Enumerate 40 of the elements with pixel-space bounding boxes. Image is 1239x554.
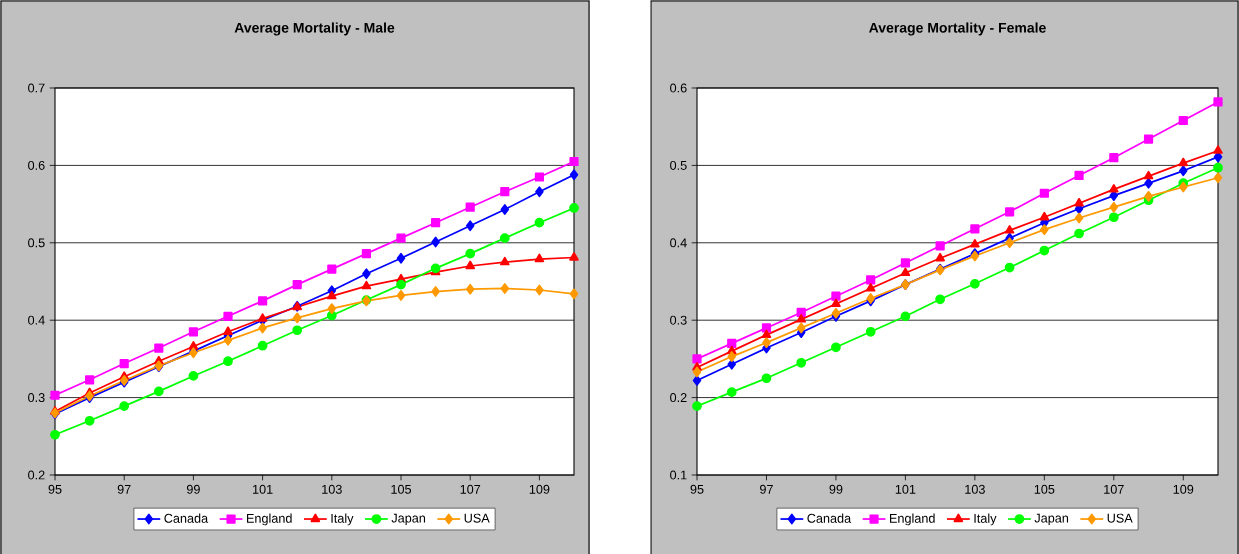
legend-label: USA [1107,513,1133,523]
y-tick-label: 0.3 [28,393,45,403]
x-tick-label: 107 [460,484,481,494]
y-tick-label: 0.6 [670,83,687,93]
y-tick-label: 0.7 [28,83,45,93]
x-tick-label: 107 [1104,484,1124,494]
x-tick-label: 109 [1173,484,1194,494]
x-tick-label: 97 [760,484,773,494]
y-tick-label: 0.4 [28,315,45,325]
chart-title: Average Mortality - Female [869,22,1046,36]
y-tick-label: 0.2 [28,470,45,480]
y-tick-label: 0.3 [670,315,687,325]
legend-label: Japan [1034,513,1069,526]
x-tick-label: 95 [690,484,704,494]
y-tick-label: 0.5 [670,160,687,170]
legend-label: Italy [974,513,997,526]
legend-label: Canada [164,513,209,523]
legend-label: Italy [331,513,354,526]
x-tick-label: 99 [186,484,200,494]
y-tick-label: 0.6 [28,160,45,170]
legend-label: England [247,513,292,526]
y-tick-label: 0.4 [670,238,687,248]
legend-label: Canada [807,513,852,523]
y-tick-label: 0.5 [28,238,45,248]
y-tick-label: 0.2 [670,393,687,403]
chart-title: Average Mortality - Male [234,22,395,36]
x-tick-label: 95 [48,484,62,494]
x-tick-label: 109 [529,484,550,494]
x-tick-label: 101 [253,484,273,494]
x-tick-label: 101 [895,484,916,494]
y-tick-label: 0.1 [670,470,687,480]
x-tick-label: 103 [965,484,985,494]
x-tick-label: 103 [322,484,342,494]
legend-label: Japan [391,513,426,526]
legend-label: England [890,513,935,526]
x-tick-label: 97 [117,484,131,494]
legend-label: USA [464,513,490,523]
x-tick-label: 105 [1034,484,1055,494]
x-tick-label: 99 [829,484,843,494]
x-tick-label: 105 [391,484,412,494]
